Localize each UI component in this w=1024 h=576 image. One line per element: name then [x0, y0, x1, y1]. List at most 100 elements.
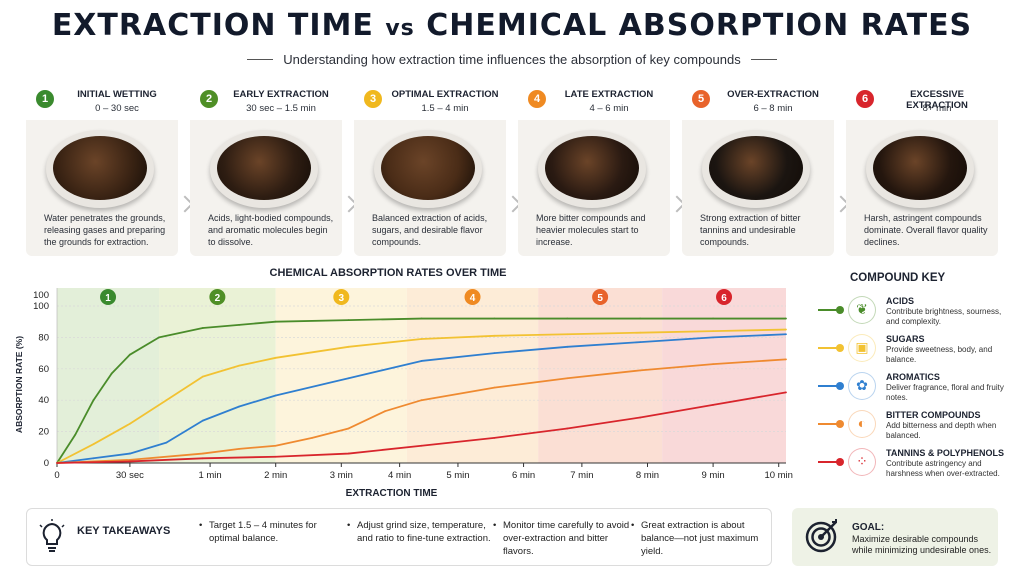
data-point [493, 334, 496, 337]
data-point [129, 452, 131, 455]
stage-number-badge: 3 [364, 90, 382, 108]
data-point [493, 317, 496, 320]
stage-card-header: 5 OVER-EXTRACTION 6 – 8 min [682, 80, 834, 120]
stage-band-badge [716, 289, 733, 305]
stage-cards: 1 INITIAL WETTING 0 – 30 sec Water penetrat… [26, 80, 998, 258]
data-point [201, 375, 204, 378]
data-point [384, 410, 386, 413]
data-point [201, 327, 204, 329]
coffee-grounds [709, 136, 803, 200]
stage-time: 0 – 30 sec [95, 103, 139, 114]
data-point [420, 317, 423, 320]
data-point [74, 433, 77, 436]
stage-name: EXCESSIVE EXTRACTION [906, 89, 968, 111]
stage-band-number: 4 [470, 293, 476, 304]
stage-number-badge: 2 [200, 90, 218, 108]
x-tick-label: 2 min [264, 470, 287, 481]
data-point [201, 452, 204, 455]
subtitle-rule-left [247, 59, 274, 60]
data-point [420, 399, 423, 402]
stage-time: 8+ min [922, 103, 952, 114]
data-point [311, 436, 314, 439]
stage-card-3: 3 OPTIMAL EXTRACTION 1.5 – 4 min Balanced e… [354, 80, 506, 256]
compound-name: BITTER COMPOUNDS [886, 410, 981, 420]
data-point [493, 386, 496, 389]
compound-name: TANNINS & POLYPHENOLS [886, 448, 1005, 458]
takeaway-item: Target 1.5 – 4 minutes for optimal balan… [199, 519, 349, 545]
data-point [129, 422, 131, 425]
coffee-bean-icon: ◐ [848, 410, 876, 438]
x-axis-label: EXTRACTION TIME [346, 488, 438, 499]
series-line-sugars [56, 328, 787, 464]
data-point [238, 405, 241, 408]
coffee-bowl-image [702, 130, 810, 208]
stage-description: Strong extraction of bitter tannins and … [700, 213, 801, 247]
series-line-bitter-compounds [56, 358, 787, 464]
coffee-bowl-image [46, 130, 154, 208]
coffee-bowl-image [374, 130, 482, 208]
x-tick-label: 10 min [764, 470, 793, 481]
takeaway-rest: and bitter flavors. [503, 533, 609, 557]
data-point [785, 333, 787, 336]
flower-icon: ✿ [848, 372, 876, 400]
x-tick-label: 7 min [570, 470, 593, 481]
data-point [274, 394, 277, 397]
data-point [712, 317, 714, 320]
stage-time: 30 sec – 1.5 min [246, 103, 316, 114]
data-point [201, 419, 204, 422]
y-tick-label: 0 [44, 458, 49, 469]
legend-line [818, 347, 840, 349]
stage-band-4 [406, 288, 539, 463]
data-point [56, 462, 58, 464]
stage-description: Water penetrates the grounds, releasing … [44, 213, 166, 247]
data-point [129, 353, 131, 356]
data-point [274, 455, 277, 458]
data-point [347, 345, 350, 348]
y-tick-label: 60 [38, 364, 49, 375]
lightbulb-icon [39, 519, 65, 552]
data-point [566, 377, 569, 380]
x-tick-label: 4 min [388, 470, 411, 481]
data-point [639, 416, 642, 419]
compound-key-item: ❦ ACIDS Contribute brightness, sourness, a… [812, 294, 1012, 334]
compound-description: Contribute astringency and harshness whe… [886, 459, 1000, 478]
stage-card-body: Harsh, astringent compounds dominate. Ov… [846, 120, 998, 256]
data-point [639, 341, 642, 344]
data-point [785, 328, 787, 331]
chart-title: CHEMICAL ABSORPTION RATES OVER TIME [269, 267, 507, 279]
coffee-bowl-image [866, 130, 974, 208]
x-tick-label: 5 min [446, 470, 469, 481]
data-point [347, 427, 350, 430]
stage-card-5: 5 OVER-EXTRACTION 6 – 8 min Strong extracti… [682, 80, 834, 256]
coffee-grounds [873, 136, 967, 200]
data-point [785, 391, 787, 394]
compound-key-item: ▣ SUGARS Provide sweetness, body, and bala… [812, 332, 1012, 372]
data-point [566, 345, 569, 348]
stage-name: OVER-EXTRACTION [727, 89, 819, 100]
stage-band-badge [592, 289, 609, 305]
stage-description: Harsh, astringent compounds dominate. Ov… [864, 213, 988, 247]
stage-card-6: 6 EXCESSIVE EXTRACTION 8+ min Harsh, astrin… [846, 80, 998, 256]
data-point [238, 364, 241, 367]
compound-description: Contribute brightness, sourness, and com… [886, 307, 1002, 326]
data-point [712, 330, 714, 333]
compound-key: COMPOUND KEY ❦ ACIDS Contribute brightness… [812, 266, 1012, 506]
x-tick-label: 0 [54, 470, 59, 481]
stage-description: Balanced extraction of acids, sugars, an… [372, 213, 488, 247]
coffee-grounds [53, 136, 147, 200]
stage-band-number: 2 [215, 293, 221, 304]
x-tick-label: 8 min [636, 470, 659, 481]
coffee-grounds [381, 136, 475, 200]
x-tick-label: 30 sec [116, 470, 144, 481]
stage-card-body: Water penetrates the grounds, releasing … [26, 120, 178, 256]
data-point [785, 317, 787, 320]
takeaway-lead: Monitor time carefully to avoid over-ext… [503, 520, 630, 544]
coffee-bowl-image [538, 130, 646, 208]
stage-time: 4 – 6 min [589, 103, 629, 114]
compound-description: Provide sweetness, body, and balance. [886, 345, 993, 364]
data-point [274, 320, 277, 323]
stage-card-header: 4 LATE EXTRACTION 4 – 6 min [518, 80, 670, 120]
takeaway-rest: to fine-tune extraction. [396, 533, 491, 544]
stage-band-badge [100, 289, 117, 305]
stage-band-number: 6 [721, 293, 727, 304]
